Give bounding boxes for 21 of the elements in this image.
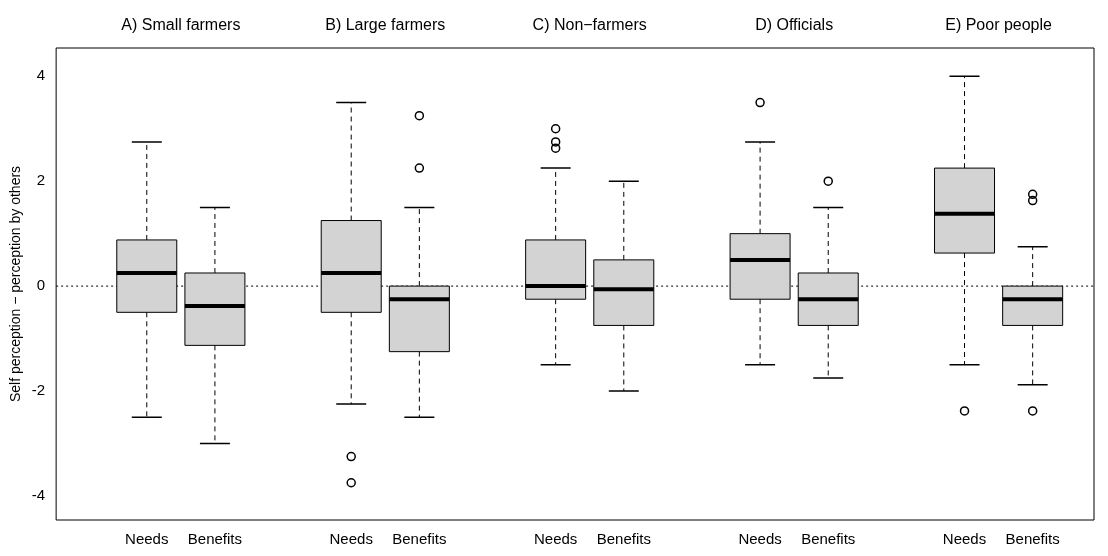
x-tick-label: Benefits xyxy=(596,530,651,548)
text: A) Small farmers xyxy=(121,16,241,34)
y-tick-label: 0 xyxy=(36,276,46,294)
x-tick-label: Benefits xyxy=(392,530,447,548)
text: C) Non−farmers xyxy=(532,16,647,34)
x-tick-label: Needs xyxy=(738,530,782,548)
x-tick-label: Benefits xyxy=(187,530,243,548)
x-tick-label: Benefits xyxy=(801,530,856,548)
y-tick-label: 2 xyxy=(36,171,46,189)
x-tick-label: Needs xyxy=(125,530,169,548)
y-tick-label: 4 xyxy=(36,66,46,84)
x-tick-label: Benefits xyxy=(1005,530,1060,548)
text: D) Officials xyxy=(755,16,834,34)
x-tick-label: Needs xyxy=(942,530,987,548)
x-tick-label: Needs xyxy=(533,530,578,548)
y-axis-title: Self perception − perception by others xyxy=(7,165,24,403)
y-tick-label: -2 xyxy=(31,381,46,399)
x-tick-label: Needs xyxy=(329,530,373,548)
y-tick-label: -4 xyxy=(31,486,46,504)
text: B) Large farmers xyxy=(325,16,446,34)
text: E) Poor people xyxy=(945,16,1053,34)
